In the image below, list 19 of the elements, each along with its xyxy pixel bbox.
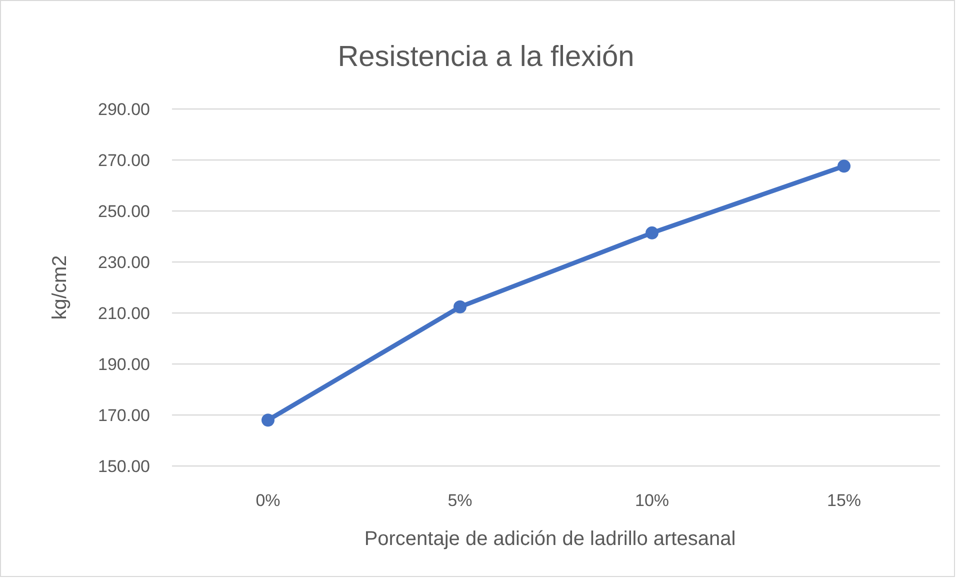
- y-tick-label: 270.00: [98, 151, 150, 170]
- y-axis-title: kg/cm2: [49, 255, 71, 320]
- x-tick-label: 5%: [448, 491, 472, 510]
- y-tick-label: 150.00: [98, 457, 150, 476]
- y-tick-label: 210.00: [98, 304, 150, 323]
- x-tick-label: 10%: [634, 491, 670, 510]
- point: [838, 160, 850, 173]
- y-tick-label: 250.00: [98, 202, 150, 221]
- point: [262, 414, 274, 427]
- x-tick-label: 15%: [826, 491, 862, 510]
- y-tick-label: 290.00: [98, 100, 150, 119]
- point: [646, 226, 658, 240]
- y-tick-label: 230.00: [98, 253, 150, 272]
- y-tick-label: 190.00: [98, 355, 150, 374]
- x-axis-title: Porcentaje de adición de ladrillo artesanal: [364, 528, 736, 550]
- y-tick-label: 170.00: [98, 406, 150, 425]
- point: [454, 300, 466, 314]
- x-tick-label: 0%: [256, 491, 280, 510]
- chart-title: Resistencia a la flexión: [338, 41, 634, 73]
